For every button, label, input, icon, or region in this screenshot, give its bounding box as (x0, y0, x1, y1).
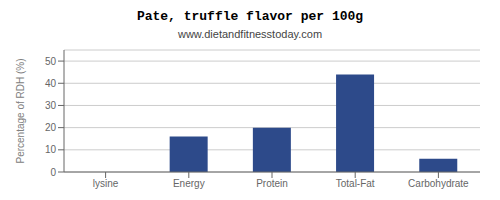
svg-text:Total-Fat: Total-Fat (336, 178, 375, 189)
svg-text:Energy: Energy (173, 178, 205, 189)
svg-text:20: 20 (45, 122, 57, 133)
svg-text:Protein: Protein (256, 178, 288, 189)
svg-text:40: 40 (45, 78, 57, 89)
svg-text:Carbohydrate: Carbohydrate (408, 178, 469, 189)
html-text:Pate, truffle flavor per 100g: Pate, truffle flavor per 100g (136, 9, 364, 24)
html-text:www.dietandfitnesstoday.com: www.dietandfitnesstoday.com (178, 28, 322, 40)
svg-text:Percentage of RDH (%): Percentage of RDH (%) (15, 58, 26, 163)
svg-text:30: 30 (45, 100, 57, 111)
svg-text:50: 50 (45, 56, 57, 67)
svg-text:10: 10 (45, 144, 57, 155)
svg-text:0: 0 (50, 167, 56, 178)
svg-text:lysine: lysine (93, 178, 119, 189)
